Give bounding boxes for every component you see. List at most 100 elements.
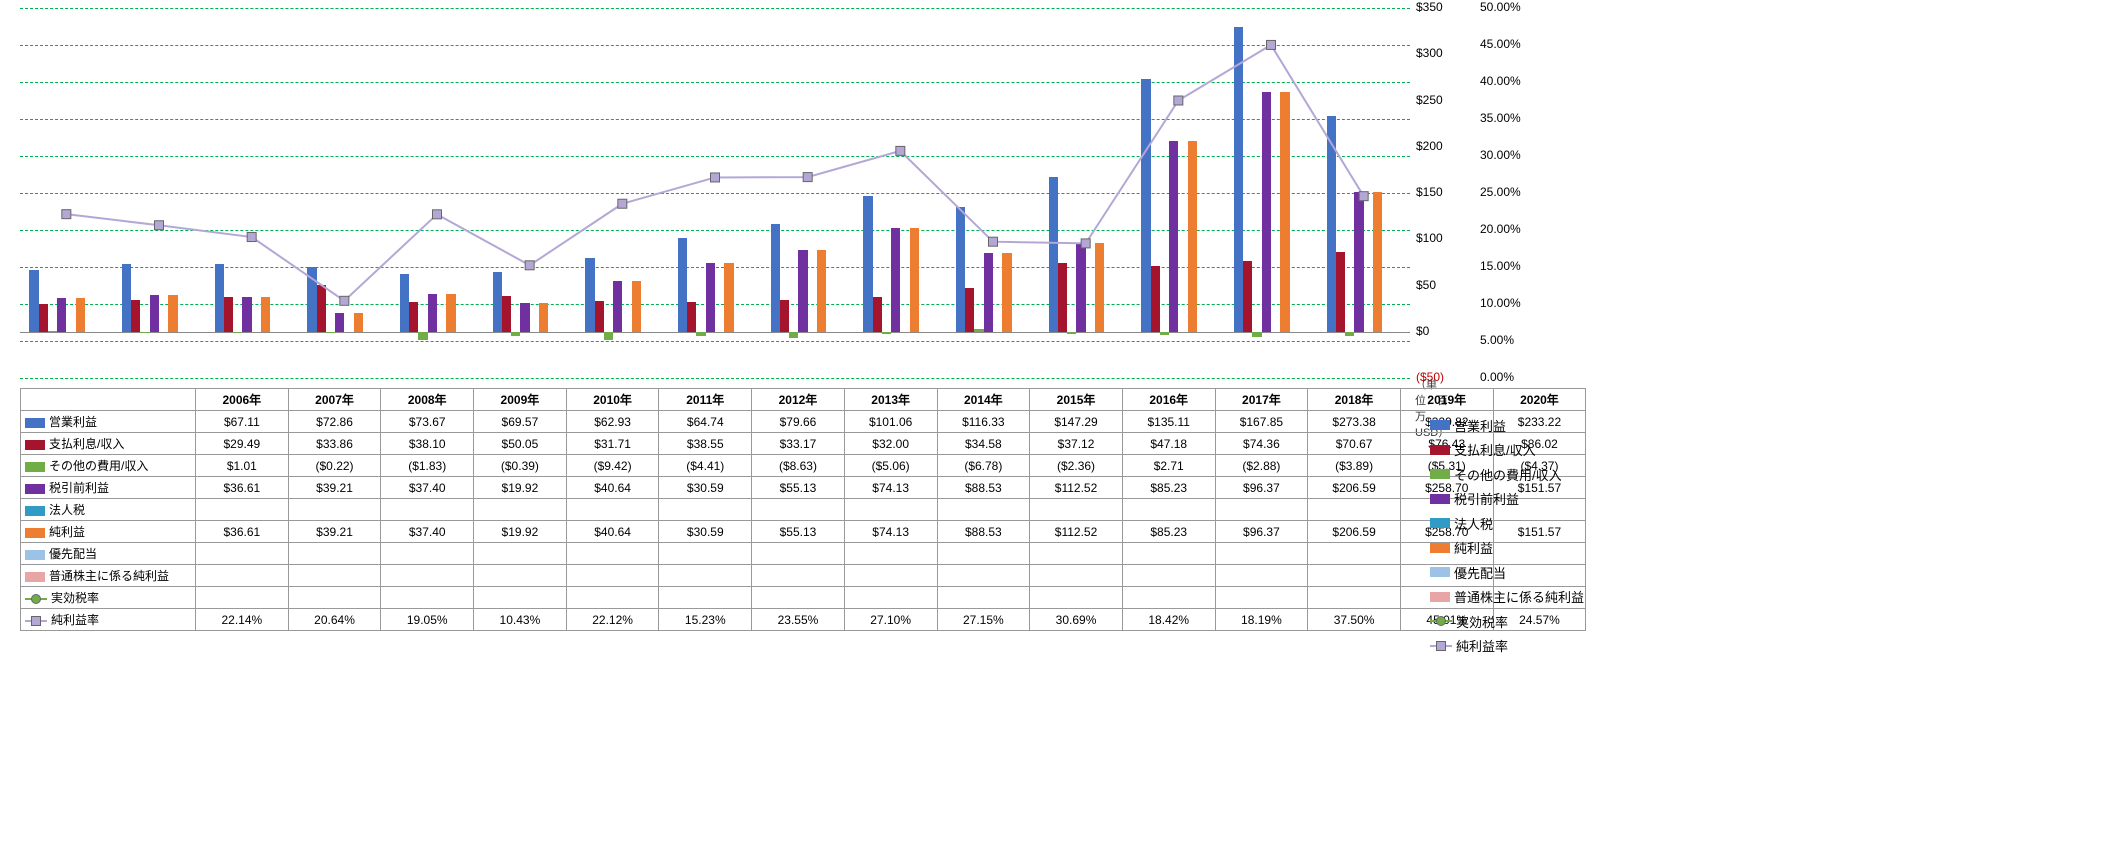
series-label-cell: 実効税率	[21, 587, 196, 609]
marker-net_margin	[803, 173, 812, 182]
swatch-line-icon	[1430, 616, 1452, 626]
table-cell: $36.61	[196, 477, 289, 499]
table-cell: $36.61	[196, 521, 289, 543]
series-label: 普通株主に係る純利益	[49, 569, 169, 583]
marker-net_margin	[525, 261, 534, 270]
table-row: 純利益率22.14%20.64%19.05%10.43%22.12%15.23%…	[21, 609, 1586, 631]
series-label: 純利益率	[51, 613, 99, 627]
legend-item: 優先配当	[1430, 560, 1584, 585]
marker-net_margin	[896, 146, 905, 155]
table-cell	[1030, 499, 1123, 521]
table-header-year: 2019年	[1400, 389, 1493, 411]
marker-net_margin	[62, 210, 71, 219]
table-cell	[474, 587, 567, 609]
table-cell: 30.69%	[1030, 609, 1123, 631]
legend-label: 純利益	[1454, 538, 1493, 557]
table-cell: $55.13	[752, 477, 845, 499]
table-header-year: 2014年	[937, 389, 1030, 411]
table-cell: $206.59	[1308, 521, 1401, 543]
table-cell: $55.13	[752, 521, 845, 543]
legend-item: 法人税	[1430, 511, 1584, 536]
y1-axis-label: $300	[1416, 46, 1464, 60]
table-cell: $116.33	[937, 411, 1030, 433]
y1-axis-label: $0	[1416, 324, 1464, 338]
y1-axis-label: $200	[1416, 139, 1464, 153]
marker-net_margin	[711, 173, 720, 182]
series-label: 税引前利益	[49, 481, 109, 495]
series-label: 支払利息/収入	[49, 437, 124, 451]
table-cell: ($3.89)	[1308, 455, 1401, 477]
table-cell: $101.06	[844, 411, 937, 433]
swatch-line-icon	[1430, 641, 1452, 651]
table-cell: $88.53	[937, 521, 1030, 543]
table-cell: $37.40	[381, 477, 474, 499]
y1-axis-label: $100	[1416, 231, 1464, 245]
table-cell	[1122, 587, 1215, 609]
table-header-year: 2017年	[1215, 389, 1308, 411]
table-cell	[752, 565, 845, 587]
marker-net_margin	[1174, 96, 1183, 105]
series-label-cell: 営業利益	[21, 411, 196, 433]
table-header-year: 2007年	[288, 389, 381, 411]
series-label-cell: 法人税	[21, 499, 196, 521]
table-cell	[937, 543, 1030, 565]
table-cell	[288, 565, 381, 587]
table-header-year: 2015年	[1030, 389, 1123, 411]
table-cell: $30.59	[659, 477, 752, 499]
table-cell	[659, 499, 752, 521]
table-row: 営業利益$67.11$72.86$73.67$69.57$62.93$64.74…	[21, 411, 1586, 433]
swatch-bar-icon	[1430, 420, 1450, 430]
legend-label: 普通株主に係る純利益	[1454, 587, 1584, 606]
table-cell: 18.19%	[1215, 609, 1308, 631]
table-row: 法人税	[21, 499, 1586, 521]
marker-net_margin	[433, 210, 442, 219]
legend-item: 普通株主に係る純利益	[1430, 585, 1584, 610]
swatch-bar-icon	[1430, 592, 1450, 602]
y2-axis-label: 15.00%	[1480, 259, 1540, 273]
table-cell: $74.13	[844, 521, 937, 543]
table-cell	[196, 499, 289, 521]
table-header-year: 2006年	[196, 389, 289, 411]
table-cell: $40.64	[566, 477, 659, 499]
table-cell	[1122, 565, 1215, 587]
marker-net_margin	[155, 221, 164, 230]
table-cell	[844, 499, 937, 521]
table-cell: 19.05%	[381, 609, 474, 631]
table-cell: $32.00	[844, 433, 937, 455]
table-cell: $50.05	[474, 433, 567, 455]
table-cell: $273.38	[1308, 411, 1401, 433]
table-cell	[566, 543, 659, 565]
table-cell	[1215, 587, 1308, 609]
swatch-bar-icon	[25, 440, 45, 450]
table-header-year: 2008年	[381, 389, 474, 411]
table-cell: $64.74	[659, 411, 752, 433]
table-cell: ($6.78)	[937, 455, 1030, 477]
table-cell: ($9.42)	[566, 455, 659, 477]
table-cell: 22.14%	[196, 609, 289, 631]
table-cell	[566, 587, 659, 609]
swatch-bar-icon	[25, 528, 45, 538]
table-cell: ($1.83)	[381, 455, 474, 477]
table-cell: $112.52	[1030, 477, 1123, 499]
legend-label: 税引前利益	[1454, 489, 1519, 508]
swatch-line-icon	[25, 594, 47, 604]
table-cell	[1215, 543, 1308, 565]
table-cell	[474, 565, 567, 587]
table-cell	[381, 543, 474, 565]
table-cell: $73.67	[381, 411, 474, 433]
swatch-bar-icon	[25, 462, 45, 472]
y1-axis-label: $150	[1416, 185, 1464, 199]
table-cell	[196, 587, 289, 609]
marker-net_margin	[618, 199, 627, 208]
series-label-cell: 純利益	[21, 521, 196, 543]
swatch-bar-icon	[1430, 518, 1450, 528]
table-cell: 15.23%	[659, 609, 752, 631]
marker-net_margin	[1267, 40, 1276, 49]
line-layer	[20, 8, 1410, 378]
table-header-year: 2013年	[844, 389, 937, 411]
swatch-bar-icon	[1430, 445, 1450, 455]
legend-item: その他の費用/収入	[1430, 462, 1584, 487]
table-cell: ($5.06)	[844, 455, 937, 477]
series-label: 営業利益	[49, 415, 97, 429]
table-cell: $62.93	[566, 411, 659, 433]
